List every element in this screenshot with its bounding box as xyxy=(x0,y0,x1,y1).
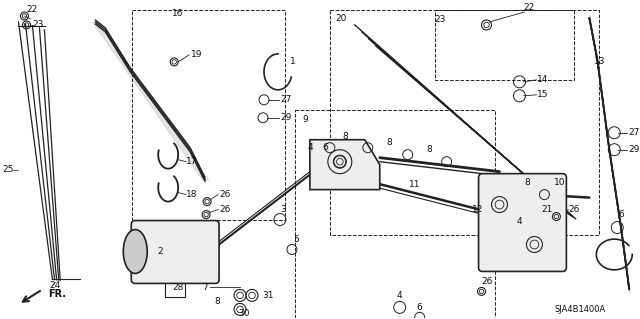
Text: 10: 10 xyxy=(554,178,565,187)
Text: 4: 4 xyxy=(397,291,403,300)
Text: 23: 23 xyxy=(434,15,445,25)
Ellipse shape xyxy=(124,230,147,273)
Text: 13: 13 xyxy=(593,57,605,66)
Text: 2: 2 xyxy=(157,247,163,256)
Text: 20: 20 xyxy=(335,14,346,24)
Text: 24: 24 xyxy=(50,281,61,290)
Text: 31: 31 xyxy=(262,291,274,300)
Text: 26: 26 xyxy=(482,277,493,286)
Text: 8: 8 xyxy=(387,138,392,147)
Text: 14: 14 xyxy=(537,75,548,84)
Polygon shape xyxy=(310,140,380,189)
Text: 18: 18 xyxy=(186,190,198,199)
Text: 21: 21 xyxy=(541,205,553,214)
Text: 5: 5 xyxy=(293,235,299,244)
Text: 8: 8 xyxy=(214,297,220,306)
Text: 8: 8 xyxy=(525,178,531,187)
Text: 25: 25 xyxy=(3,165,14,174)
Text: 29: 29 xyxy=(280,113,292,122)
Text: 7: 7 xyxy=(202,283,208,292)
Text: 15: 15 xyxy=(537,90,548,99)
Text: 22: 22 xyxy=(27,5,38,14)
Text: 16: 16 xyxy=(172,10,184,19)
Text: 8: 8 xyxy=(342,132,348,141)
Text: 3: 3 xyxy=(280,205,286,214)
FancyBboxPatch shape xyxy=(479,174,566,271)
FancyBboxPatch shape xyxy=(131,220,219,283)
Text: 23: 23 xyxy=(33,20,44,29)
Text: 26: 26 xyxy=(220,190,231,199)
Text: 28: 28 xyxy=(173,283,184,292)
Text: 4: 4 xyxy=(307,143,313,152)
Text: 27: 27 xyxy=(628,128,640,137)
Text: 1: 1 xyxy=(290,57,296,66)
Text: 26: 26 xyxy=(569,205,580,214)
Text: SJA4B1400A: SJA4B1400A xyxy=(554,305,605,314)
Text: 29: 29 xyxy=(628,145,640,154)
Text: 8: 8 xyxy=(427,145,433,154)
Text: 6: 6 xyxy=(618,210,624,219)
Text: 12: 12 xyxy=(472,205,483,214)
Text: 17: 17 xyxy=(186,157,198,166)
Text: 4: 4 xyxy=(516,217,522,226)
Text: 27: 27 xyxy=(280,95,292,104)
Text: 22: 22 xyxy=(524,4,535,12)
Text: 26: 26 xyxy=(220,205,231,214)
Text: 30: 30 xyxy=(238,309,250,318)
Text: 6: 6 xyxy=(417,303,422,312)
Text: 6: 6 xyxy=(322,143,328,152)
Text: 9: 9 xyxy=(302,115,308,124)
Text: 11: 11 xyxy=(409,180,420,189)
Text: FR.: FR. xyxy=(49,289,67,300)
Text: 19: 19 xyxy=(191,50,203,59)
